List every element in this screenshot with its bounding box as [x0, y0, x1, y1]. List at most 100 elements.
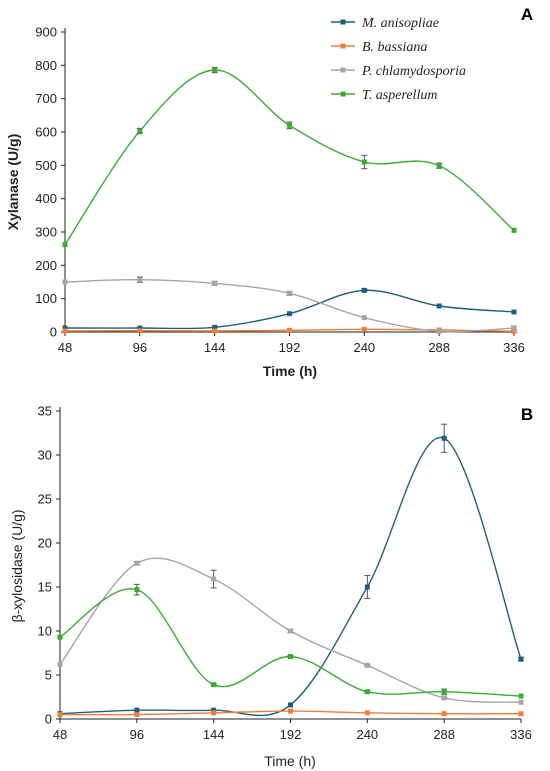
data-point [62, 328, 68, 334]
y-tick-label: 15 [38, 580, 52, 595]
series-line [64, 69, 515, 246]
data-point [288, 708, 293, 714]
y-tick-label: 5 [45, 668, 52, 683]
data-point [518, 656, 524, 662]
data-point [288, 628, 293, 634]
data-point [211, 707, 217, 713]
y-tick-label: 35 [38, 404, 52, 419]
y-tick-label: 0 [45, 712, 52, 727]
data-point [364, 689, 370, 695]
y-tick-label: 0 [50, 325, 57, 340]
legend-entry-label: P. chlamydosporia [361, 64, 466, 79]
y-tick-label: 600 [35, 125, 57, 140]
series-line [59, 588, 522, 697]
x-tick-label: 336 [503, 340, 525, 355]
data-point [288, 654, 293, 660]
data-point [137, 328, 143, 334]
panel-b-y-axis-label: β-xylosidase (U/g) [9, 509, 25, 622]
data-point [57, 712, 63, 718]
data-point [212, 324, 218, 330]
y-tick-label: 800 [35, 58, 57, 73]
x-tick-label: 288 [428, 340, 450, 355]
data-point [211, 710, 217, 716]
y-tick-label: 300 [35, 225, 57, 240]
data-point [287, 327, 292, 333]
data-point [137, 128, 143, 134]
data-point [361, 287, 367, 293]
data-point [441, 711, 447, 717]
panel-a-y-axis-label: Xylanase (U/g) [5, 134, 21, 230]
panel-b-beta-xylosidase: B Time (h) β-xylosidase (U/g) 0 5 10 15 20 25… [9, 404, 533, 770]
panel-b-label: B [521, 405, 533, 424]
data-point [511, 328, 517, 334]
data-point [287, 122, 292, 128]
data-point [441, 695, 447, 701]
y-tick-label: 700 [35, 91, 57, 106]
data-point [511, 227, 517, 233]
data-point [211, 576, 217, 582]
data-point [134, 587, 140, 593]
x-tick-label: 144 [204, 340, 226, 355]
y-tick-label: 30 [38, 448, 52, 463]
data-point [511, 325, 517, 331]
data-point [518, 699, 524, 705]
data-point [361, 326, 367, 332]
data-point [212, 67, 218, 73]
y-tick-label: 500 [35, 158, 57, 173]
panel-a-legend: M. anisopliae B. bassiana P. chlamydospori… [331, 16, 466, 103]
data-point [134, 712, 140, 718]
x-tick-label: 240 [353, 340, 375, 355]
data-point [62, 325, 68, 331]
data-point [518, 711, 524, 717]
y-tick-label: 20 [38, 536, 52, 551]
x-tick-label: 96 [130, 727, 144, 742]
data-point [364, 710, 370, 716]
legend-swatch-marker [340, 67, 346, 73]
data-point [62, 279, 68, 285]
data-point [436, 328, 442, 334]
data-point [212, 280, 218, 286]
series-line [64, 289, 515, 330]
data-point [212, 328, 218, 334]
data-point [441, 435, 447, 441]
series-line [59, 436, 522, 717]
data-point [137, 277, 143, 283]
data-point [511, 309, 517, 315]
x-tick-label: 240 [356, 727, 378, 742]
data-point [57, 634, 63, 640]
data-point [361, 159, 367, 165]
x-tick-label: 144 [203, 727, 225, 742]
x-tick-label: 96 [133, 340, 147, 355]
y-tick-label: 100 [35, 291, 57, 306]
panel-a-xylanase: A Time (h) Xylanase (U/g) M. anisopliae B… [5, 5, 533, 379]
x-tick-label: 48 [58, 340, 72, 355]
data-point [137, 325, 143, 331]
data-point [287, 311, 292, 317]
x-tick-label: 336 [510, 727, 532, 742]
legend-entry-label: T. asperellum [362, 88, 437, 103]
data-point [364, 584, 370, 590]
data-point [288, 702, 293, 708]
legend-swatch-marker [340, 91, 346, 97]
data-point [518, 693, 524, 699]
legend-entry-label: M. anisopliae [361, 16, 439, 31]
legend-swatch-marker [340, 19, 346, 25]
data-point [441, 689, 447, 695]
panel-a-label: A [521, 5, 533, 24]
legend-entry-label: B. bassiana [362, 40, 427, 55]
x-tick-label: 192 [279, 340, 301, 355]
series-line [64, 278, 515, 333]
x-tick-label: 288 [433, 727, 455, 742]
data-point [62, 242, 68, 248]
y-tick-label: 200 [35, 258, 57, 273]
x-tick-label: 48 [53, 727, 67, 742]
data-point [436, 163, 442, 169]
data-point [364, 662, 370, 668]
data-point [436, 303, 442, 309]
data-point [211, 682, 217, 688]
data-point [361, 315, 367, 321]
data-point [134, 707, 140, 713]
data-point [287, 290, 292, 296]
x-tick-label: 192 [280, 727, 302, 742]
